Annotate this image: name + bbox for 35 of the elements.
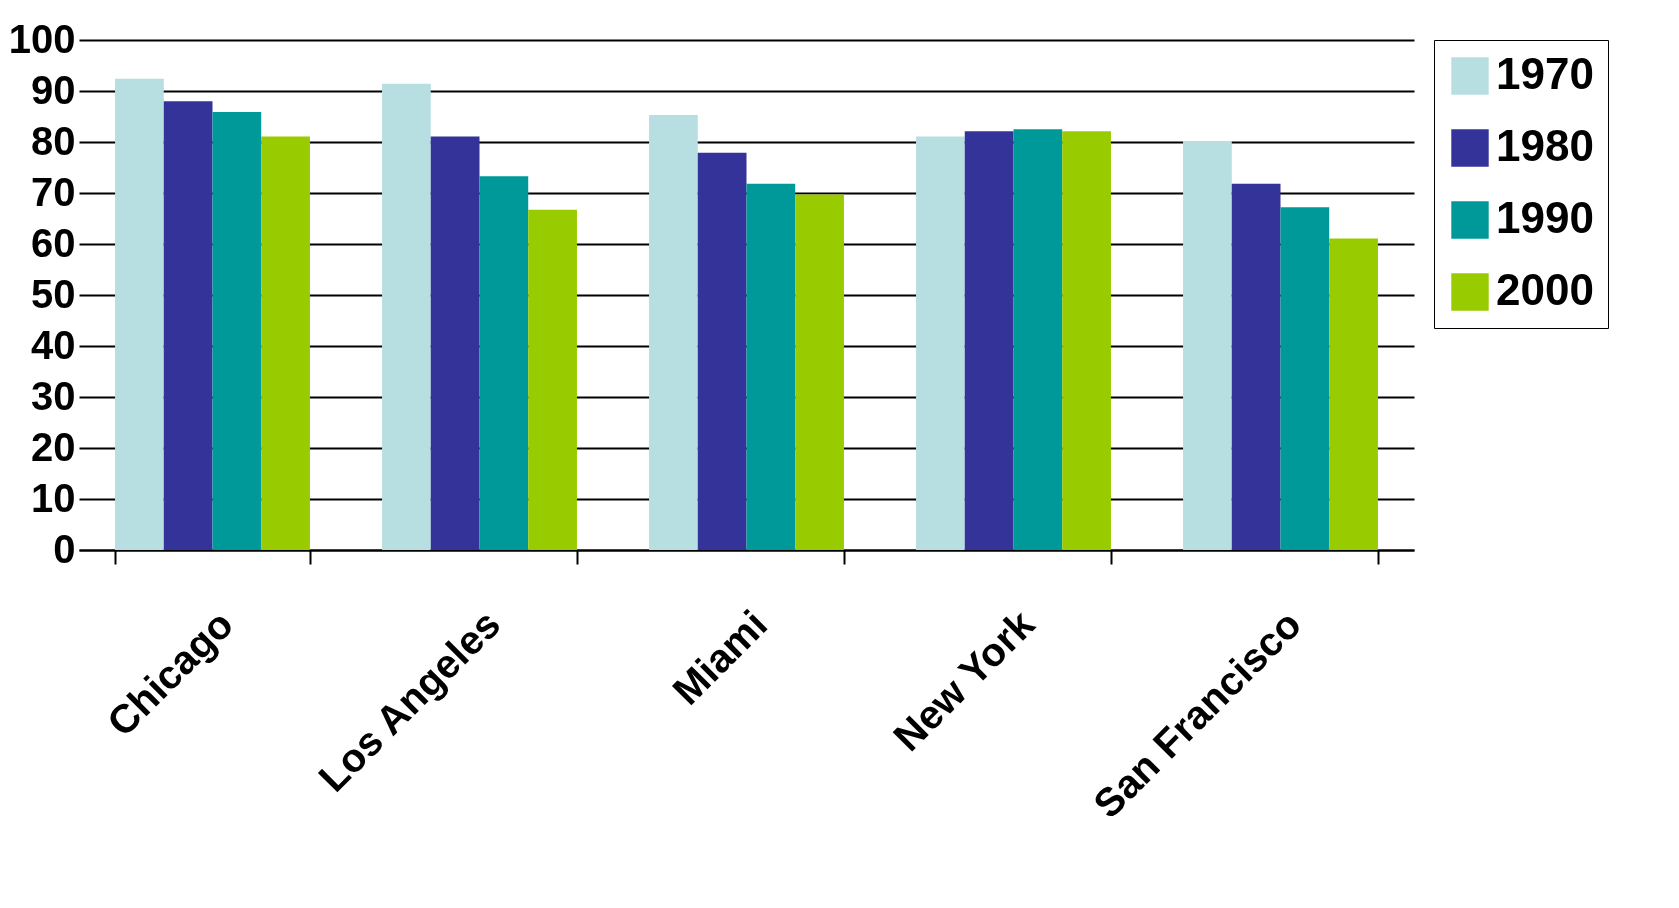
legend-label: 1970 — [1496, 49, 1594, 98]
bar — [697, 152, 747, 550]
bar — [795, 194, 844, 550]
y-tick-label: 90 — [31, 67, 76, 112]
bar — [528, 209, 577, 550]
bar — [964, 131, 1014, 550]
y-tick-label: 30 — [31, 373, 76, 418]
bar — [163, 101, 213, 550]
bar — [1329, 238, 1378, 550]
legend-label: 1990 — [1496, 193, 1594, 242]
bar — [261, 136, 310, 550]
bar — [746, 183, 796, 550]
y-tick-label: 40 — [31, 322, 76, 367]
legend-label: 2000 — [1496, 265, 1594, 314]
bar — [212, 111, 262, 550]
y-tick-label: 80 — [31, 118, 76, 163]
bar — [1062, 131, 1111, 550]
bar — [649, 114, 698, 550]
y-tick-label: 10 — [31, 475, 76, 520]
bar — [1231, 183, 1281, 550]
bar — [479, 176, 529, 550]
bar — [916, 136, 965, 550]
y-tick-label: 100 — [8, 16, 76, 61]
y-tick-label: 0 — [53, 526, 76, 571]
bar — [382, 83, 431, 550]
bar — [1013, 129, 1063, 550]
y-tick-label: 20 — [31, 424, 76, 469]
y-tick-label: 50 — [31, 271, 76, 316]
bar — [430, 136, 480, 550]
bar — [115, 78, 164, 550]
bar — [1280, 207, 1330, 550]
y-tick-label: 70 — [31, 169, 76, 214]
legend-label: 1980 — [1496, 121, 1594, 170]
y-tick-label: 60 — [31, 220, 76, 265]
bar — [1183, 140, 1232, 550]
